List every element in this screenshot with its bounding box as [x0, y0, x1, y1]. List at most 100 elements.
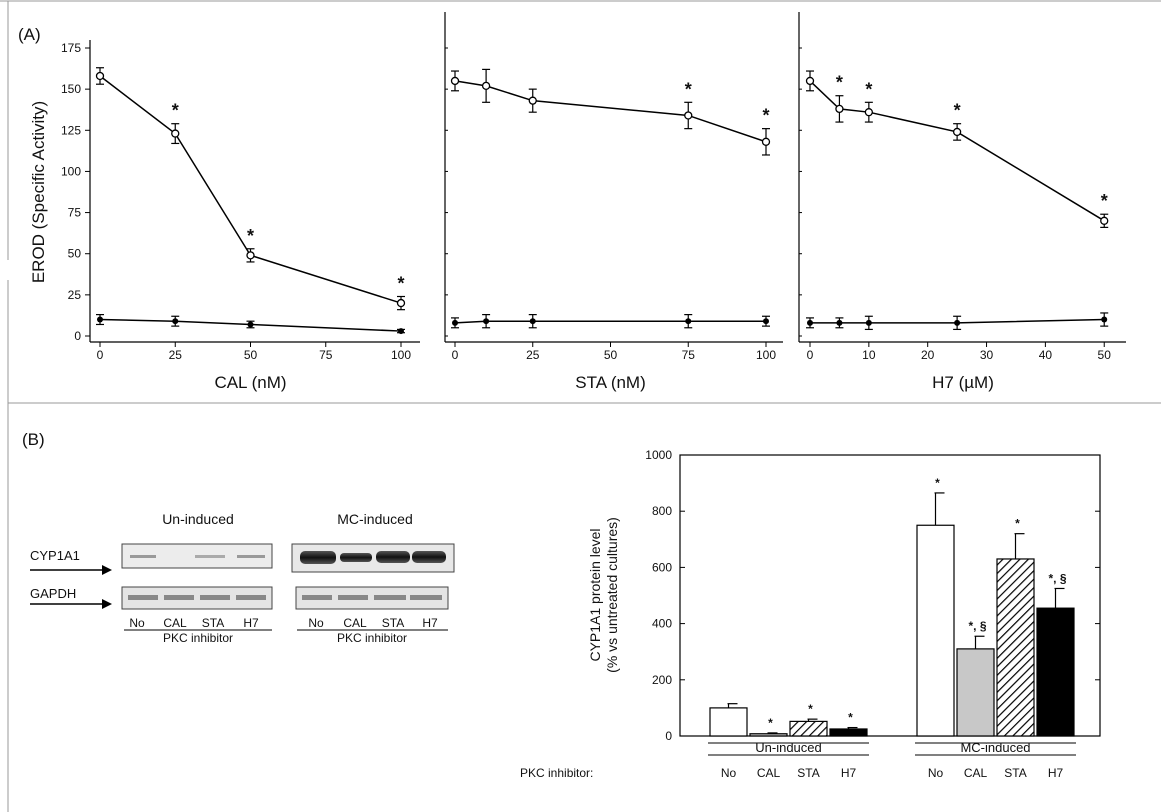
bar	[916, 524, 955, 737]
x-axis-label: CAL (nM)	[214, 373, 286, 392]
data-point	[865, 319, 872, 326]
data-point	[761, 137, 771, 146]
x-tick-label: 0	[97, 348, 104, 362]
line-chart-sta: 0 25 50 75 100 STA (nM) * *	[444, 12, 783, 392]
group-label: MC-induced	[960, 740, 1030, 755]
significance-marker: *	[954, 101, 961, 121]
data-point	[684, 111, 693, 120]
panel-b-label: (B)	[22, 430, 45, 449]
blot-box-gapdh-uninduced	[121, 586, 273, 610]
blot-title-mcinduced: MC-induced	[337, 511, 412, 527]
data-point	[1101, 316, 1108, 323]
data-point	[528, 96, 537, 105]
y-tick-label: 75	[68, 206, 82, 220]
data-point	[835, 104, 844, 114]
data-point	[805, 76, 815, 86]
blot-row-label-cyp1a1: CYP1A1	[30, 548, 80, 563]
series-line	[99, 318, 402, 332]
significance-marker: *, §	[1048, 571, 1066, 585]
y-tick-label: 175	[61, 41, 81, 55]
x-tick-label: 30	[980, 348, 994, 362]
y-tick-label: 125	[61, 123, 81, 137]
category-label: CAL	[964, 766, 988, 780]
data-point	[864, 108, 873, 117]
blot-lane-label: CAL	[343, 616, 367, 630]
bar	[996, 558, 1035, 737]
data-point	[529, 318, 536, 325]
group-label: Un-induced	[755, 740, 822, 755]
data-point	[763, 318, 769, 325]
data-point	[398, 328, 404, 335]
y-tick-label: 150	[61, 82, 81, 96]
y-tick-label: 50	[68, 247, 82, 261]
significance-marker: *	[935, 476, 940, 490]
x-tick-label: 40	[1039, 348, 1053, 362]
series-line	[454, 80, 767, 143]
category-label: H7	[841, 766, 857, 780]
blot-lane-label: CAL	[163, 616, 187, 630]
line-chart-h7: 0 10 20 30 40 50 H7 (µM) * * * *	[798, 12, 1126, 392]
significance-marker: *	[762, 106, 769, 126]
x-tick-label: 10	[862, 348, 876, 362]
category-label: CAL	[757, 766, 781, 780]
significance-marker: *	[768, 716, 773, 730]
data-point	[1100, 216, 1109, 225]
data-point	[246, 251, 255, 260]
bar	[829, 728, 868, 737]
y-axis-label: (% vs untreated cultures)	[604, 517, 620, 673]
blot-lane-label: H7	[243, 616, 259, 630]
bar	[789, 720, 828, 737]
x-tick-label: 50	[244, 348, 258, 362]
data-point	[807, 319, 813, 326]
blot-box-gapdh-mcinduced	[295, 586, 449, 610]
y-axis-label: EROD (Specific Activity)	[29, 101, 48, 283]
data-point	[952, 127, 962, 137]
x-tick-label: 25	[169, 348, 183, 362]
data-point	[836, 319, 843, 326]
category-label: H7	[1048, 766, 1064, 780]
blot-lane-label: STA	[202, 616, 224, 630]
series-line	[454, 320, 766, 324]
x-tick-label: 100	[756, 348, 776, 362]
significance-marker: *	[865, 79, 872, 99]
x-tick-label: 50	[1098, 348, 1112, 362]
significance-marker: *	[397, 274, 404, 294]
line-chart-cal: 0 25 50 75 100 0 25 50 75 100 125 150 175 CAL (nM) ERO…	[29, 40, 420, 392]
blot-row-label-gapdh: GAPDH	[30, 586, 76, 601]
significance-marker: *	[1015, 517, 1020, 531]
x-tick-label: 100	[391, 348, 411, 362]
category-label: STA	[1004, 766, 1026, 780]
data-point	[483, 318, 490, 325]
x-axis-label: H7 (µM)	[932, 373, 994, 392]
data-point	[97, 316, 103, 323]
series-line	[99, 75, 402, 304]
x-tick-label: 20	[921, 348, 935, 362]
data-point	[685, 318, 692, 325]
significance-marker: *	[808, 702, 813, 716]
significance-marker: *	[1101, 191, 1108, 211]
data-point	[171, 129, 180, 138]
data-point	[481, 81, 491, 91]
x-tick-label: 75	[682, 348, 696, 362]
data-point	[450, 76, 460, 86]
category-prefix-label: PKC inhibitor:	[520, 766, 593, 780]
blot-bands	[128, 551, 446, 600]
y-tick-label: 0	[665, 729, 672, 743]
x-tick-label: 0	[807, 348, 814, 362]
y-tick-label: 600	[652, 560, 672, 574]
significance-marker: *	[172, 101, 179, 121]
significance-marker: *, §	[968, 619, 986, 633]
blot-lane-label: No	[308, 616, 324, 630]
panel-a-label: (A)	[18, 25, 41, 44]
data-point	[247, 321, 254, 328]
bar	[956, 648, 995, 737]
category-label: STA	[797, 766, 819, 780]
x-tick-label: 25	[526, 348, 540, 362]
blot-lane-label: STA	[382, 616, 404, 630]
arrow-icon	[30, 599, 112, 609]
blot-footer: PKC inhibitor	[163, 631, 233, 645]
y-tick-label: 25	[68, 288, 82, 302]
blot-footer: PKC inhibitor	[337, 631, 407, 645]
data-point	[452, 319, 458, 326]
